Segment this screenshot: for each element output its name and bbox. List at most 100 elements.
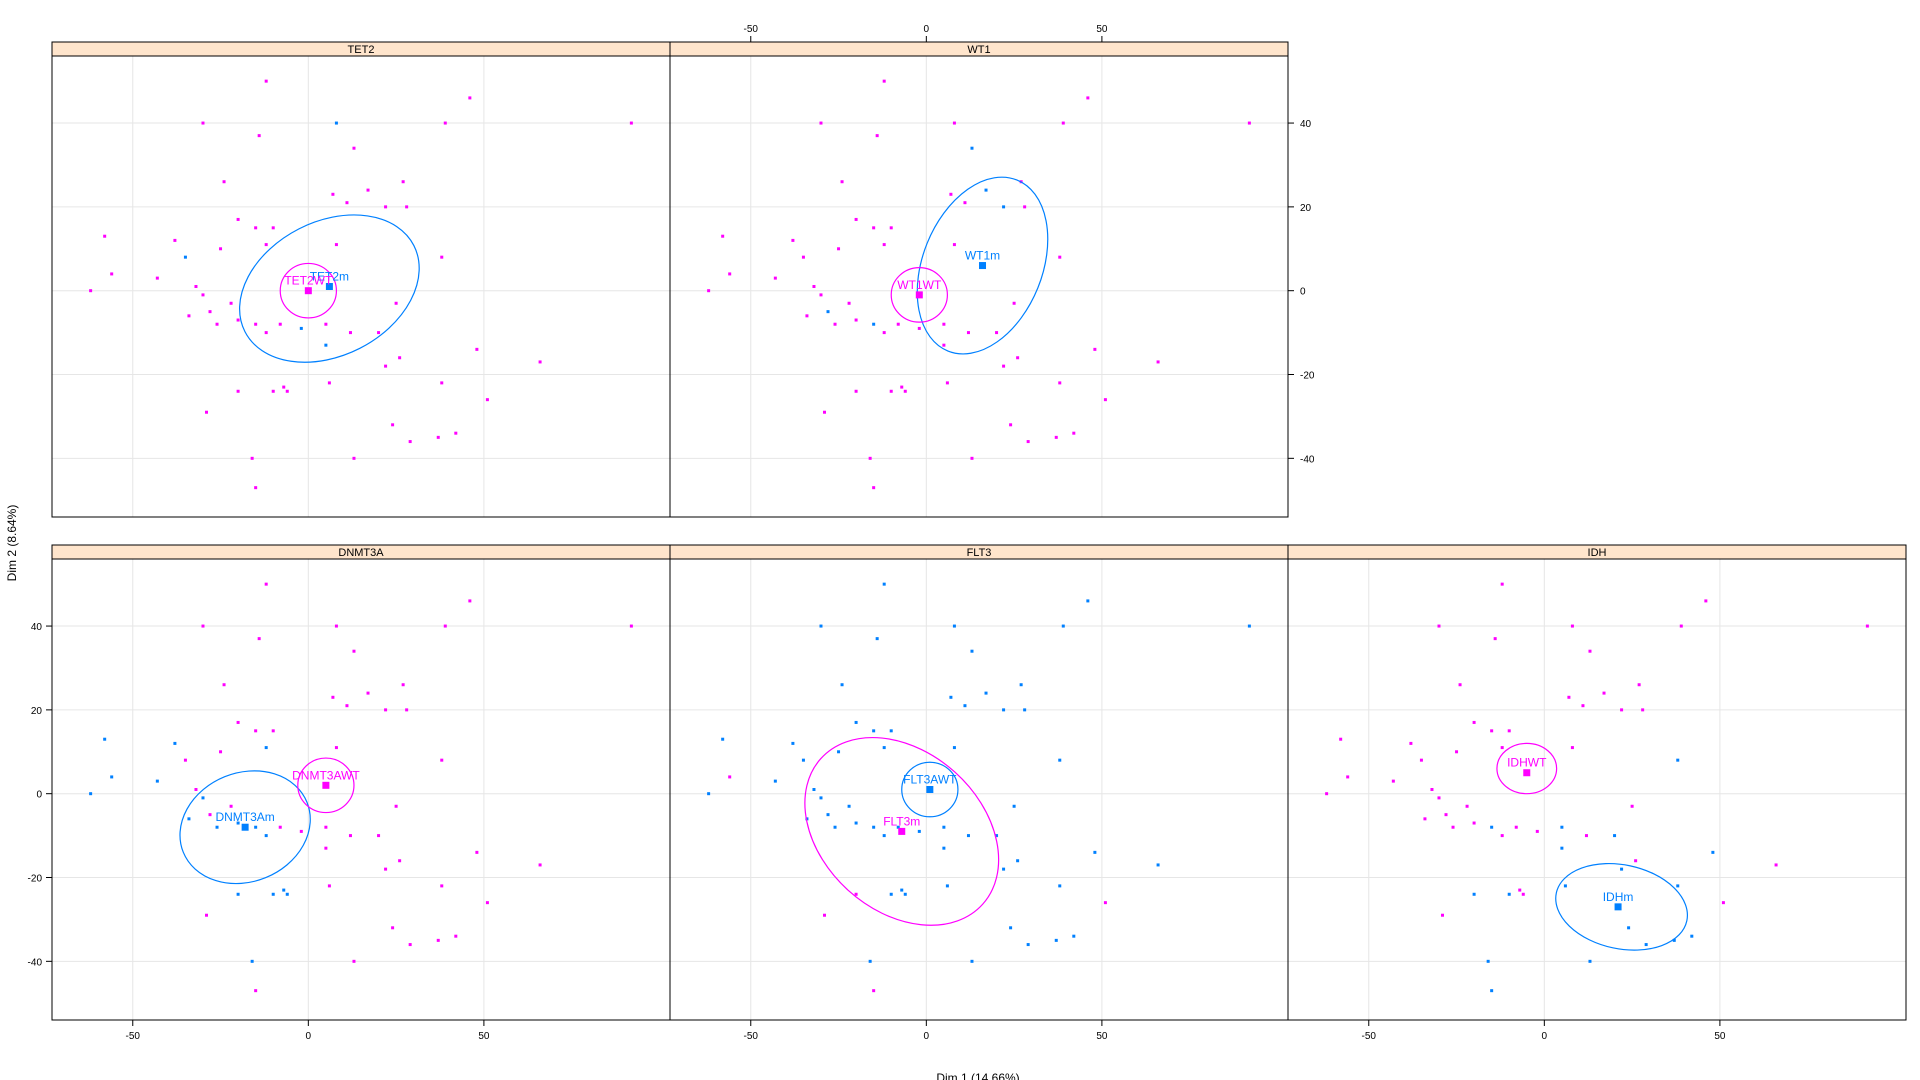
data-point bbox=[201, 624, 205, 628]
data-point bbox=[1009, 926, 1013, 930]
data-point bbox=[1641, 708, 1645, 712]
data-point bbox=[348, 834, 352, 838]
y-tick-label: 0 bbox=[1300, 287, 1306, 298]
data-point bbox=[264, 79, 268, 83]
data-point bbox=[1072, 431, 1076, 435]
data-point bbox=[173, 741, 177, 745]
data-point bbox=[970, 649, 974, 653]
data-point bbox=[366, 691, 370, 695]
data-point bbox=[917, 326, 921, 330]
confidence-ellipse bbox=[916, 176, 1049, 355]
data-point bbox=[840, 180, 844, 184]
data-point bbox=[236, 389, 240, 393]
x-tick-label: -50 bbox=[744, 24, 759, 35]
data-point bbox=[1637, 683, 1641, 687]
data-point bbox=[1325, 792, 1329, 796]
data-point bbox=[966, 331, 970, 335]
centroid-label: DNMT3AWT bbox=[292, 768, 360, 782]
data-point bbox=[801, 758, 805, 762]
data-point bbox=[264, 582, 268, 586]
data-point bbox=[995, 834, 999, 838]
data-point bbox=[1490, 989, 1494, 993]
data-point bbox=[819, 121, 823, 125]
data-point bbox=[436, 435, 440, 439]
data-point bbox=[1458, 683, 1462, 687]
data-point bbox=[285, 389, 289, 393]
data-point bbox=[819, 796, 823, 800]
data-point bbox=[229, 804, 233, 808]
data-point bbox=[440, 381, 444, 385]
data-point bbox=[391, 423, 395, 427]
data-point bbox=[1588, 959, 1592, 963]
confidence-ellipse bbox=[901, 761, 959, 818]
data-point bbox=[1486, 959, 1490, 963]
data-point bbox=[201, 121, 205, 125]
data-point bbox=[1061, 121, 1065, 125]
data-point bbox=[963, 704, 967, 708]
data-point bbox=[1054, 435, 1058, 439]
panel-title: WT1 bbox=[967, 44, 990, 56]
data-point bbox=[405, 708, 409, 712]
data-point bbox=[1058, 884, 1062, 888]
data-point bbox=[408, 943, 412, 947]
data-point bbox=[194, 788, 198, 791]
data-point bbox=[384, 708, 388, 712]
data-point bbox=[1156, 863, 1160, 867]
data-point bbox=[833, 825, 837, 829]
data-point bbox=[1472, 892, 1476, 896]
data-point bbox=[89, 289, 93, 293]
data-point bbox=[1002, 205, 1006, 209]
data-point bbox=[394, 804, 398, 808]
data-point bbox=[538, 360, 542, 364]
data-point bbox=[1672, 938, 1676, 942]
data-point bbox=[299, 326, 303, 330]
data-point bbox=[819, 624, 823, 628]
panel-border bbox=[51, 55, 671, 518]
data-point bbox=[391, 926, 395, 930]
data-point bbox=[952, 746, 956, 750]
data-point bbox=[854, 892, 858, 896]
data-point bbox=[1058, 758, 1062, 762]
data-point bbox=[183, 758, 187, 762]
panel-flt3: FLT3AWT FLT3m FLT3 bbox=[669, 544, 1289, 1021]
data-point bbox=[896, 825, 900, 829]
data-point bbox=[219, 247, 223, 251]
data-point bbox=[384, 205, 388, 209]
data-point bbox=[728, 272, 732, 276]
data-point bbox=[823, 410, 826, 414]
panel-border bbox=[1287, 558, 1907, 1021]
data-point bbox=[1679, 624, 1683, 628]
data-point bbox=[840, 683, 844, 687]
centroid-marker bbox=[325, 283, 333, 290]
panel-title: IDH bbox=[1588, 547, 1607, 559]
panel-title: TET2 bbox=[348, 44, 375, 56]
y-tick-label: 40 bbox=[1300, 119, 1312, 130]
data-point bbox=[889, 226, 893, 230]
data-point bbox=[1493, 637, 1497, 641]
centroid-label: TET2m bbox=[310, 270, 349, 284]
data-point bbox=[882, 331, 886, 335]
data-point bbox=[812, 788, 816, 791]
data-point bbox=[1620, 708, 1624, 712]
data-point bbox=[1472, 720, 1476, 724]
data-point bbox=[889, 892, 893, 896]
panel-border bbox=[669, 55, 1289, 518]
data-point bbox=[384, 364, 388, 368]
data-point bbox=[324, 825, 328, 829]
data-point bbox=[1465, 804, 1469, 808]
data-point bbox=[155, 779, 159, 783]
data-point bbox=[1630, 804, 1634, 808]
data-point bbox=[352, 649, 356, 653]
data-point bbox=[264, 834, 268, 838]
centroid-marker bbox=[322, 781, 330, 789]
data-point bbox=[882, 243, 886, 247]
data-point bbox=[949, 695, 953, 699]
data-point bbox=[155, 276, 159, 280]
data-point bbox=[868, 959, 872, 963]
data-point bbox=[485, 901, 489, 905]
data-point bbox=[254, 825, 258, 829]
data-point bbox=[215, 322, 219, 326]
data-point bbox=[352, 146, 356, 150]
data-point bbox=[854, 318, 858, 322]
data-point bbox=[984, 691, 988, 695]
